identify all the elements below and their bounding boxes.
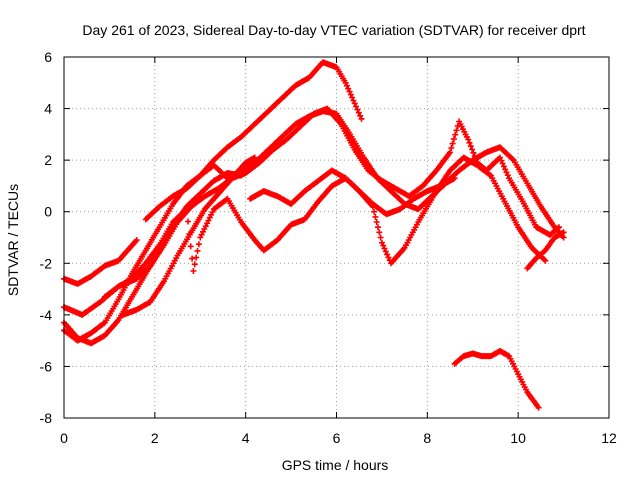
data-point bbox=[467, 143, 474, 150]
y-tick-labels: -8 -6 -4 -2 0 2 4 6 bbox=[40, 49, 53, 426]
data-point bbox=[448, 145, 455, 151]
data-point bbox=[465, 136, 472, 143]
data-point bbox=[194, 247, 201, 254]
data-point bbox=[469, 146, 476, 153]
series-arc-10 bbox=[451, 348, 542, 411]
data-point bbox=[449, 140, 456, 147]
data-point bbox=[187, 243, 194, 250]
series-arc-7 bbox=[120, 105, 562, 318]
data-point bbox=[452, 131, 459, 138]
plot-frame bbox=[63, 56, 610, 419]
data-point bbox=[351, 100, 358, 107]
data-point bbox=[372, 213, 379, 220]
data-point bbox=[190, 268, 197, 274]
data-point bbox=[355, 109, 362, 116]
data-point bbox=[470, 149, 477, 156]
data-point bbox=[556, 224, 562, 231]
data-point bbox=[377, 234, 384, 241]
data-point bbox=[466, 139, 473, 146]
data-point bbox=[375, 224, 381, 231]
data-point bbox=[376, 229, 383, 236]
data-series bbox=[61, 59, 567, 411]
data-point bbox=[560, 234, 567, 241]
data-point bbox=[560, 229, 567, 236]
x-tick-label: 0 bbox=[60, 430, 68, 446]
data-point bbox=[353, 103, 359, 110]
series-arc-9 bbox=[524, 229, 567, 272]
chart-title: Day 261 of 2023, Sidereal Day-to-day VTE… bbox=[82, 22, 585, 38]
data-point bbox=[189, 255, 196, 262]
y-tick-label: 6 bbox=[44, 49, 52, 65]
data-point bbox=[371, 208, 378, 215]
x-tick-label: 2 bbox=[151, 430, 159, 446]
y-tick-label: -4 bbox=[40, 307, 53, 323]
data-point bbox=[471, 153, 478, 160]
data-point bbox=[193, 254, 200, 261]
data-point bbox=[191, 261, 198, 268]
y-tick-label: -6 bbox=[40, 358, 53, 374]
x-tick-labels: 0 2 4 6 8 10 12 bbox=[60, 430, 617, 446]
y-axis-title: SDTVAR / TECUs bbox=[5, 184, 21, 296]
data-point bbox=[509, 156, 516, 162]
data-point bbox=[183, 206, 190, 213]
y-tick-label: 2 bbox=[44, 152, 52, 168]
x-tick-label: 6 bbox=[333, 430, 341, 446]
data-point bbox=[473, 156, 479, 163]
data-point bbox=[451, 175, 458, 182]
series-arc-8 bbox=[247, 167, 458, 218]
data-point bbox=[358, 115, 365, 122]
data-point bbox=[450, 136, 457, 143]
data-point bbox=[133, 237, 140, 244]
data-point bbox=[354, 106, 361, 113]
series-arc-5 bbox=[142, 59, 365, 223]
data-point bbox=[447, 149, 453, 156]
data-point bbox=[486, 171, 493, 178]
data-point bbox=[535, 404, 542, 411]
data-point bbox=[185, 218, 191, 225]
x-tick-label: 8 bbox=[423, 430, 431, 446]
x-tick-label: 10 bbox=[510, 430, 526, 446]
x-tick-label: 12 bbox=[601, 430, 617, 446]
y-tick-label: 4 bbox=[44, 101, 52, 117]
y-tick-label: 0 bbox=[44, 204, 52, 220]
data-point bbox=[453, 127, 460, 134]
data-point bbox=[357, 112, 364, 119]
data-point bbox=[195, 241, 202, 248]
x-tick-label: 4 bbox=[242, 430, 250, 446]
y-tick-label: -2 bbox=[40, 255, 53, 271]
y-tick-label: -8 bbox=[40, 410, 53, 426]
data-point bbox=[542, 257, 549, 264]
data-point bbox=[373, 219, 380, 225]
x-axis-title: GPS time / hours bbox=[282, 457, 389, 473]
